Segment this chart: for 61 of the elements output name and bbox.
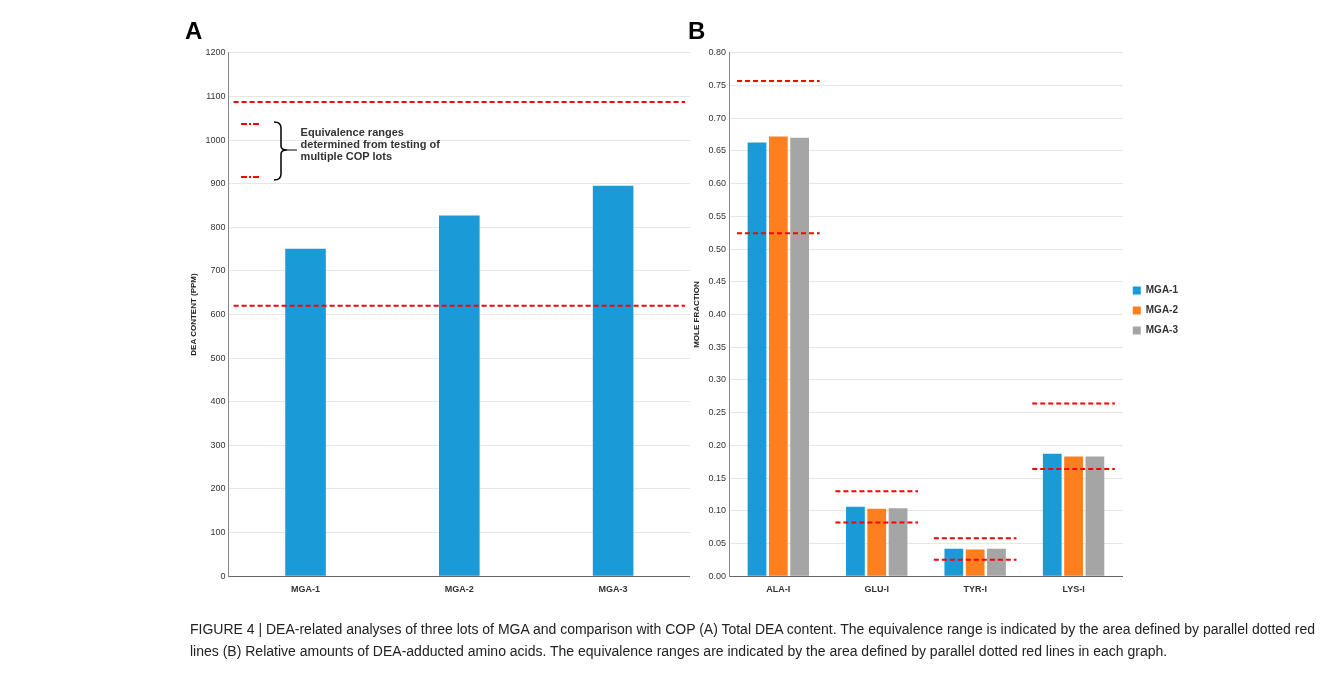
x-tick-label: MGA-3 <box>598 584 628 595</box>
y-tick-label: 0.35 <box>708 341 727 352</box>
x-tick-label: MGA-2 <box>444 584 474 595</box>
y-tick-label: 0.00 <box>708 570 727 581</box>
y-tick-label: 0.55 <box>708 210 727 221</box>
x-tick-label: MGA-1 <box>291 584 321 595</box>
y-tick-label: 0.50 <box>708 243 727 254</box>
y-tick-label: 0.30 <box>708 374 727 385</box>
annotation: Equivalence ranges determined from testing of multiple COP lots <box>300 126 441 163</box>
y-tick-label: 800 <box>210 221 226 232</box>
y-tick-label: 400 <box>210 396 226 407</box>
bar <box>768 136 788 576</box>
y-tick-label: 0.75 <box>708 80 727 90</box>
x-tick-label: GLU-I <box>864 584 889 595</box>
y-tick-label: 100 <box>210 527 226 538</box>
bar <box>285 248 326 576</box>
chart-title: B <box>688 17 706 45</box>
y-tick-label: 0.45 <box>708 276 727 287</box>
legend-label: MGA-3 <box>1145 324 1179 336</box>
legend-label: MGA-2 <box>1145 304 1179 316</box>
y-tick-label: 700 <box>210 265 226 276</box>
y-tick-label: 0.65 <box>708 145 727 156</box>
y-tick-label: 900 <box>210 178 226 189</box>
y-tick-label: 0.20 <box>708 439 727 450</box>
y-tick-label: 500 <box>210 352 226 363</box>
y-axis-title: MOLE FRACTION <box>692 280 701 348</box>
y-tick-label: 0.15 <box>708 472 727 483</box>
x-tick-label: TYR-I <box>963 584 987 595</box>
bar <box>439 215 480 576</box>
legend-label: MGA-1 <box>1145 284 1179 296</box>
bar <box>987 548 1006 576</box>
bar <box>592 185 634 576</box>
bar <box>1085 456 1105 576</box>
y-tick-label: 600 <box>210 308 226 319</box>
y-tick-label: 0.40 <box>708 308 727 319</box>
bar <box>867 508 887 576</box>
y-tick-label: 0.60 <box>708 178 727 189</box>
x-tick-label: LYS-I <box>1062 584 1085 595</box>
y-tick-label: 0.05 <box>708 537 727 548</box>
y-tick-label: 0.70 <box>708 112 727 123</box>
y-tick-label: 1200 <box>205 47 226 58</box>
y-tick-label: 300 <box>210 439 226 450</box>
y-tick-label: 1000 <box>205 134 226 145</box>
bar <box>747 142 767 576</box>
bar <box>1042 453 1062 576</box>
caption: FIGURE 4 | DEA-related analyses of three lots of MGA and comparison with COP (A) Total DEA content. The equivalence range is indicated by the area defined by parallel dotted red lines (B) Relative amounts of DEA-adducted amino acids. The equivalence ranges are indicated by the area defined by parallel dotted red lines in each graph. <box>190 620 1317 661</box>
bar <box>1064 456 1083 576</box>
bar <box>965 549 985 576</box>
y-axis-title: DEA CONTENT (PPM) <box>189 272 198 356</box>
bar <box>790 137 810 576</box>
y-tick-label: 200 <box>210 483 226 494</box>
y-tick-label: 0.10 <box>708 505 727 516</box>
x-tick-label: ALA-I <box>766 584 791 595</box>
bar <box>944 548 964 576</box>
bar <box>888 508 908 576</box>
y-tick-label: 1100 <box>206 90 226 101</box>
y-tick-label: 0.80 <box>708 47 727 58</box>
y-tick-label: 0.25 <box>708 407 727 418</box>
y-tick-label: 0 <box>220 570 226 581</box>
chart-title: A <box>185 17 203 45</box>
bar <box>846 506 865 576</box>
